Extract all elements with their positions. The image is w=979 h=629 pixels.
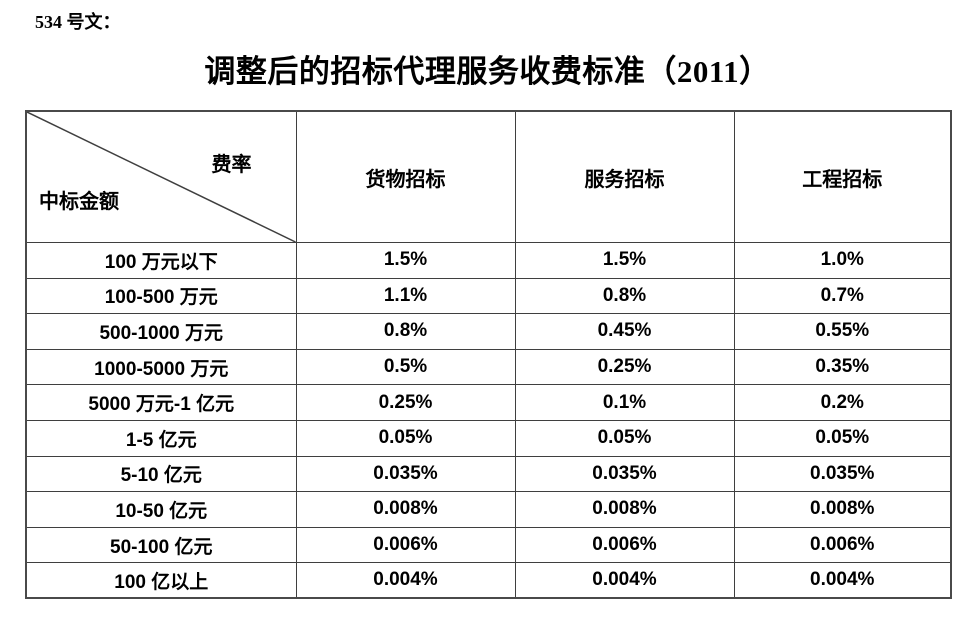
rate-cell-goods: 1.1% — [295, 277, 516, 315]
rate-cell-goods: 0.8% — [295, 313, 516, 350]
header-row: 费率 中标金额 货物招标 服务招标 工程招标 — [25, 110, 952, 243]
rate-cell-engineering: 0.7% — [733, 277, 952, 315]
rate-cell-engineering: 0.05% — [733, 419, 952, 457]
amount-cell: 50-100 亿元 — [25, 526, 297, 564]
doc-number-label: 534 号文： — [35, 12, 121, 32]
diagonal-divider-line — [27, 112, 296, 242]
rate-cell-engineering: 0.35% — [733, 348, 952, 386]
rate-cell-engineering: 0.008% — [733, 491, 952, 528]
table-row: 100 万元以下 1.5% 1.5% 1.0% — [25, 242, 952, 279]
amount-cell: 100 亿以上 — [25, 562, 297, 599]
table-row: 500-1000 万元 0.8% 0.45% 0.55% — [25, 313, 952, 350]
rate-cell-engineering: 0.004% — [733, 562, 952, 599]
rate-cell-goods: 0.25% — [295, 384, 516, 421]
corner-label-bid-amount: 中标金额 — [39, 191, 119, 213]
rate-cell-services: 0.035% — [514, 455, 735, 493]
table-row: 5-10 亿元 0.035% 0.035% 0.035% — [25, 455, 952, 493]
rate-cell-services: 0.1% — [514, 384, 735, 421]
amount-cell: 5000 万元-1 亿元 — [25, 384, 297, 421]
rate-cell-goods: 0.004% — [295, 562, 516, 599]
rate-cell-engineering: 0.035% — [733, 455, 952, 493]
rate-cell-services: 0.25% — [514, 348, 735, 386]
rate-cell-services: 0.45% — [514, 313, 735, 350]
rate-cell-goods: 1.5% — [295, 242, 516, 279]
column-header-goods: 货物招标 — [295, 110, 516, 243]
column-header-engineering: 工程招标 — [733, 110, 952, 243]
rate-cell-engineering: 0.2% — [733, 384, 952, 421]
rate-cell-services: 0.8% — [514, 277, 735, 315]
fee-rate-table: 费率 中标金额 货物招标 服务招标 工程招标 100 万元以下 1.5% 1.5… — [25, 110, 952, 600]
table-row: 50-100 亿元 0.006% 0.006% 0.006% — [25, 526, 952, 564]
table-row: 1-5 亿元 0.05% 0.05% 0.05% — [25, 419, 952, 457]
table-row: 100-500 万元 1.1% 0.8% 0.7% — [25, 277, 952, 315]
amount-cell: 1000-5000 万元 — [25, 348, 297, 386]
amount-cell: 5-10 亿元 — [25, 455, 297, 493]
amount-cell: 10-50 亿元 — [25, 491, 297, 528]
rate-cell-goods: 0.05% — [295, 419, 516, 457]
rate-cell-engineering: 0.006% — [733, 526, 952, 564]
table-row: 1000-5000 万元 0.5% 0.25% 0.35% — [25, 348, 952, 386]
rate-cell-services: 0.004% — [514, 562, 735, 599]
rate-cell-goods: 0.006% — [295, 526, 516, 564]
page-title: 调整后的招标代理服务收费标准（2011） — [204, 54, 771, 89]
table-row: 10-50 亿元 0.008% 0.008% 0.008% — [25, 491, 952, 528]
rate-cell-engineering: 0.55% — [733, 313, 952, 350]
table-row: 100 亿以上 0.004% 0.004% 0.004% — [25, 562, 952, 599]
rate-cell-engineering: 1.0% — [733, 242, 952, 279]
amount-cell: 100 万元以下 — [25, 242, 297, 279]
rate-cell-services: 1.5% — [514, 242, 735, 279]
rate-cell-goods: 0.035% — [295, 455, 516, 493]
rate-cell-services: 0.008% — [514, 491, 735, 528]
table-corner-cell: 费率 中标金额 — [25, 110, 297, 243]
corner-label-fee-rate: 费率 — [211, 154, 252, 176]
amount-cell: 1-5 亿元 — [25, 419, 297, 457]
amount-cell: 500-1000 万元 — [25, 313, 297, 350]
rate-cell-services: 0.006% — [514, 526, 735, 564]
rate-cell-goods: 0.5% — [295, 348, 516, 386]
rate-cell-goods: 0.008% — [295, 491, 516, 528]
table-row: 5000 万元-1 亿元 0.25% 0.1% 0.2% — [25, 384, 952, 421]
amount-cell: 100-500 万元 — [25, 277, 297, 315]
rate-cell-services: 0.05% — [514, 419, 735, 457]
column-header-services: 服务招标 — [514, 110, 735, 243]
